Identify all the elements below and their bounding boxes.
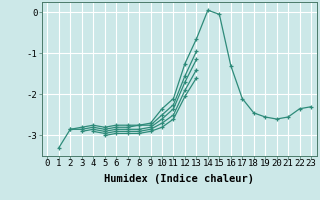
X-axis label: Humidex (Indice chaleur): Humidex (Indice chaleur) [104, 174, 254, 184]
